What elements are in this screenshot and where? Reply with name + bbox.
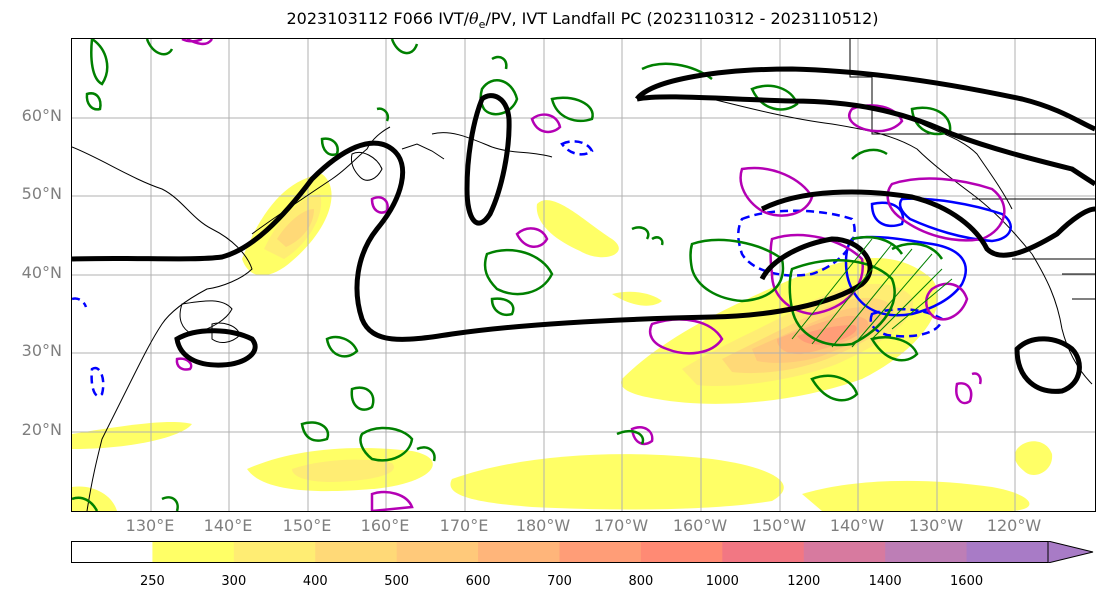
colorbar-tick-label: 400 [302, 574, 328, 589]
colorbar-tick-label: 300 [221, 574, 247, 589]
lon-label-140e: 140°E [203, 516, 253, 535]
coastlines [72, 39, 1095, 511]
colorbar-extend-arrow [1047, 540, 1094, 564]
colorbar-tick-label: 1600 [950, 574, 984, 589]
pc-hatching [791, 238, 953, 348]
colorbar-tick-label: 500 [384, 574, 410, 589]
colorbar-tick-label: 1200 [787, 574, 821, 589]
map-title: 2023103112 F066 IVT/θe/PV, IVT Landfall … [286, 9, 879, 32]
map-canvas [72, 39, 1095, 511]
colorbar-bin [71, 541, 153, 563]
lat-label-30n: 30°N [21, 341, 62, 360]
map-panel [71, 38, 1096, 512]
pv-dashed-contours [72, 140, 944, 398]
colorbar-bin [640, 541, 723, 563]
colorbar-bin [559, 541, 642, 563]
colorbar-bin [966, 541, 1049, 563]
colorbar-bin [396, 541, 479, 563]
colorbar-bins [71, 541, 1049, 563]
lon-label-130e: 130°E [125, 516, 175, 535]
colorbar-bin [478, 541, 560, 563]
lat-label-40n: 40°N [21, 263, 62, 282]
lon-label-120w: 120°W [986, 516, 1042, 535]
gridlines [72, 39, 1095, 511]
colorbar-bin [722, 541, 805, 563]
colorbar-bin [233, 541, 316, 563]
lon-label-150e: 150°E [282, 516, 332, 535]
colorbar-tick-label: 800 [628, 574, 654, 589]
colorbar-tick-label: 250 [139, 574, 165, 589]
lat-label-20n: 20°N [21, 420, 62, 439]
lat-label-50n: 50°N [21, 184, 62, 203]
lon-label-160w: 160°W [672, 516, 728, 535]
lon-label-130w: 130°W [908, 516, 964, 535]
colorbar-bin [885, 541, 968, 563]
landfall-pc-contours [72, 66, 1095, 394]
lon-label-170w: 170°W [593, 516, 649, 535]
lon-label-160e: 160°E [360, 516, 410, 535]
lon-label-150w: 150°W [751, 516, 807, 535]
colorbar [71, 540, 1095, 564]
lon-label-140w: 140°W [829, 516, 885, 535]
colorbar-tick-label: 700 [547, 574, 572, 589]
lon-label-170e: 170°E [439, 516, 489, 535]
colorbar-tick-label: 1000 [705, 574, 739, 589]
colorbar-tick-label: 600 [465, 574, 491, 589]
colorbar-bin [803, 541, 886, 563]
colorbar-bin [315, 541, 398, 563]
colorbar-bin [152, 541, 235, 563]
lat-label-60n: 60°N [21, 106, 62, 125]
colorbar-tick-label: 1400 [868, 574, 902, 589]
lon-label-180w: 180°W [515, 516, 571, 535]
